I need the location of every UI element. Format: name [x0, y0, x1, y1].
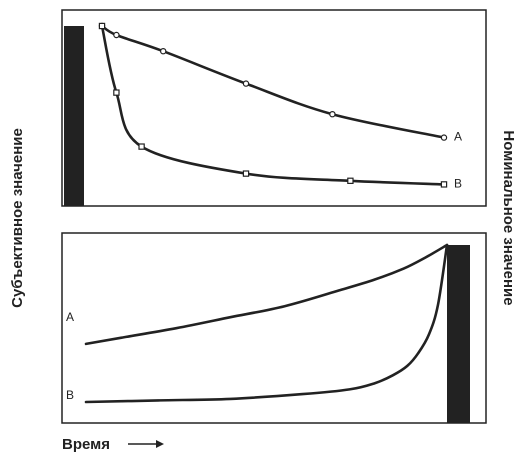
series-line-b [84, 243, 449, 404]
series-line-a [100, 24, 446, 139]
data-point-b-3 [242, 170, 250, 177]
series-b: B [98, 22, 462, 190]
y-axis-title-left: Субъективное значение [9, 128, 26, 308]
top-panel: AB [64, 22, 462, 206]
series-line-a [84, 243, 449, 346]
data-point-b-5 [440, 181, 448, 188]
series-a: A [98, 22, 462, 144]
top-panel-frame [61, 9, 487, 207]
series-line-b [100, 24, 446, 186]
reward-bar [447, 245, 470, 423]
data-point-b-1 [113, 89, 120, 96]
bottom-panel: AB [66, 243, 470, 423]
series-a: A [66, 243, 449, 346]
series-label-a: A [454, 130, 462, 144]
data-point-a-3 [242, 80, 250, 87]
data-point-b-4 [347, 177, 354, 184]
reward-bar [64, 26, 84, 206]
data-point-b-0 [98, 22, 106, 30]
y-axis-title-right: Номинальное значение [500, 130, 517, 305]
data-point-a-2 [159, 48, 167, 55]
data-point-a-5 [440, 134, 448, 141]
x-axis-title: Время [62, 436, 110, 453]
data-point-a-4 [329, 110, 336, 118]
series-label-b: B [454, 176, 462, 190]
data-point-a-1 [113, 31, 120, 39]
data-point-b-2 [138, 143, 145, 150]
series-b: B [66, 243, 449, 404]
x-axis-arrow [128, 440, 164, 448]
series-label-b: B [66, 388, 74, 402]
series-label-a: A [66, 310, 74, 324]
bottom-panel-frame [61, 232, 487, 424]
